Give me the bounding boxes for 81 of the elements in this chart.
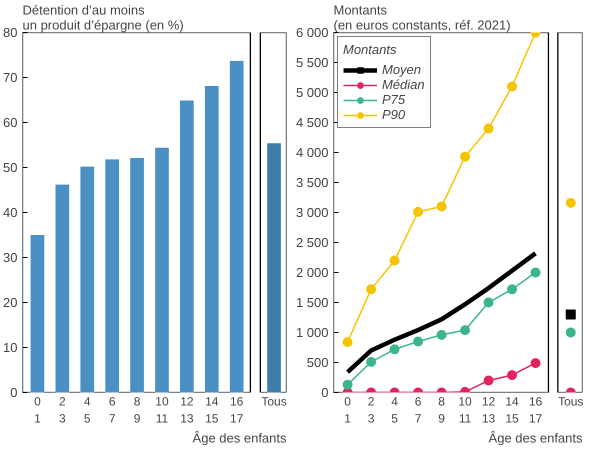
- bar: [155, 148, 169, 392]
- y-tick-label: 0: [321, 385, 329, 400]
- legend-label: P75: [382, 92, 406, 107]
- bar: [130, 158, 144, 392]
- line-series: [345, 251, 538, 374]
- point: [436, 330, 447, 340]
- y-tick-label: 70: [3, 70, 18, 85]
- bar: [180, 100, 194, 392]
- y-tick-label: 80: [3, 25, 18, 40]
- x-tick-label: 2 3: [368, 394, 375, 426]
- x-tick-label: 6 7: [108, 394, 116, 426]
- y-tick-label: 1 500: [296, 295, 329, 310]
- y-tick-label: 3 500: [296, 175, 329, 190]
- x-tick-label: 10 11: [155, 394, 169, 426]
- point: [413, 206, 424, 217]
- bar: [80, 166, 94, 392]
- bar: [105, 159, 120, 392]
- y-tick-label: 1 000: [296, 325, 329, 340]
- bar: [30, 235, 44, 392]
- x-tick-label: 2 3: [59, 394, 66, 426]
- y-tick-label: 40: [3, 205, 18, 220]
- x-tick-label: 14 15: [505, 394, 520, 426]
- bar: [204, 86, 219, 392]
- point: [530, 358, 541, 368]
- x-tick-label: 8 9: [134, 394, 141, 426]
- legend-label: Moyen: [382, 62, 422, 77]
- x-tick-label: 10 11: [458, 394, 472, 426]
- y-tick-label: 20: [3, 295, 18, 310]
- y-tick-label: 3 000: [296, 205, 329, 220]
- point: [530, 268, 541, 278]
- y-tick-label: 500: [306, 355, 329, 370]
- point: [507, 284, 518, 294]
- x-tick-label: Tous: [558, 394, 584, 408]
- chart-title: Détention d’au moins un produit d’épargne (en %): [22, 2, 184, 32]
- point: [507, 82, 518, 92]
- x-tick-label: 16 17: [528, 394, 543, 426]
- x-tick-label: 14 15: [205, 394, 219, 426]
- x-tick-label: 6 7: [414, 394, 422, 426]
- point: [390, 344, 400, 354]
- x-tick-label: 0 1: [344, 394, 352, 426]
- bar: [230, 60, 244, 392]
- point: [460, 152, 470, 162]
- y-tick-label: 4 000: [296, 145, 329, 160]
- bar: [56, 184, 70, 392]
- point: [390, 256, 400, 266]
- y-tick-label: 2 000: [296, 265, 329, 280]
- x-tick-label: 16 17: [230, 394, 244, 426]
- point: [366, 284, 376, 294]
- y-tick-label: 0: [10, 385, 18, 400]
- y-tick-label: 2 500: [296, 235, 329, 250]
- x-tick-label: 4 5: [391, 394, 398, 426]
- y-tick-label: 6 000: [296, 25, 329, 40]
- chart-title: Montants (en euros constants, réf. 2021): [334, 2, 511, 32]
- point: [342, 337, 353, 348]
- x-tick-label: Tous: [261, 394, 287, 408]
- legend-title: Montants: [343, 42, 398, 57]
- y-tick-label: 5 500: [296, 55, 329, 70]
- point: [342, 380, 353, 390]
- x-tick-label: 12 13: [482, 394, 496, 426]
- legend-label: P90: [382, 107, 406, 122]
- point: [413, 336, 424, 346]
- x-tick-label: 4 5: [84, 394, 91, 426]
- point: [436, 202, 447, 212]
- point: [460, 325, 470, 336]
- y-tick-label: 50: [3, 160, 18, 175]
- x-tick-label: 12 13: [180, 394, 194, 426]
- x-axis-title: Âge des enfants: [192, 430, 287, 446]
- point: [366, 356, 376, 367]
- x-axis-title: Âge des enfants: [488, 430, 583, 446]
- point: [484, 376, 494, 386]
- y-tick-label: 30: [3, 250, 18, 265]
- x-tick-label: 8 9: [438, 394, 446, 426]
- legend-label: Médian: [382, 77, 425, 92]
- point: [507, 370, 518, 380]
- point: [484, 298, 494, 308]
- y-tick-label: 5 000: [296, 85, 329, 100]
- y-tick-label: 60: [3, 115, 18, 130]
- x-tick-label: 0 1: [34, 394, 42, 426]
- y-tick-label: 4 500: [296, 115, 329, 130]
- point: [484, 124, 494, 134]
- y-tick-label: 10: [3, 340, 18, 355]
